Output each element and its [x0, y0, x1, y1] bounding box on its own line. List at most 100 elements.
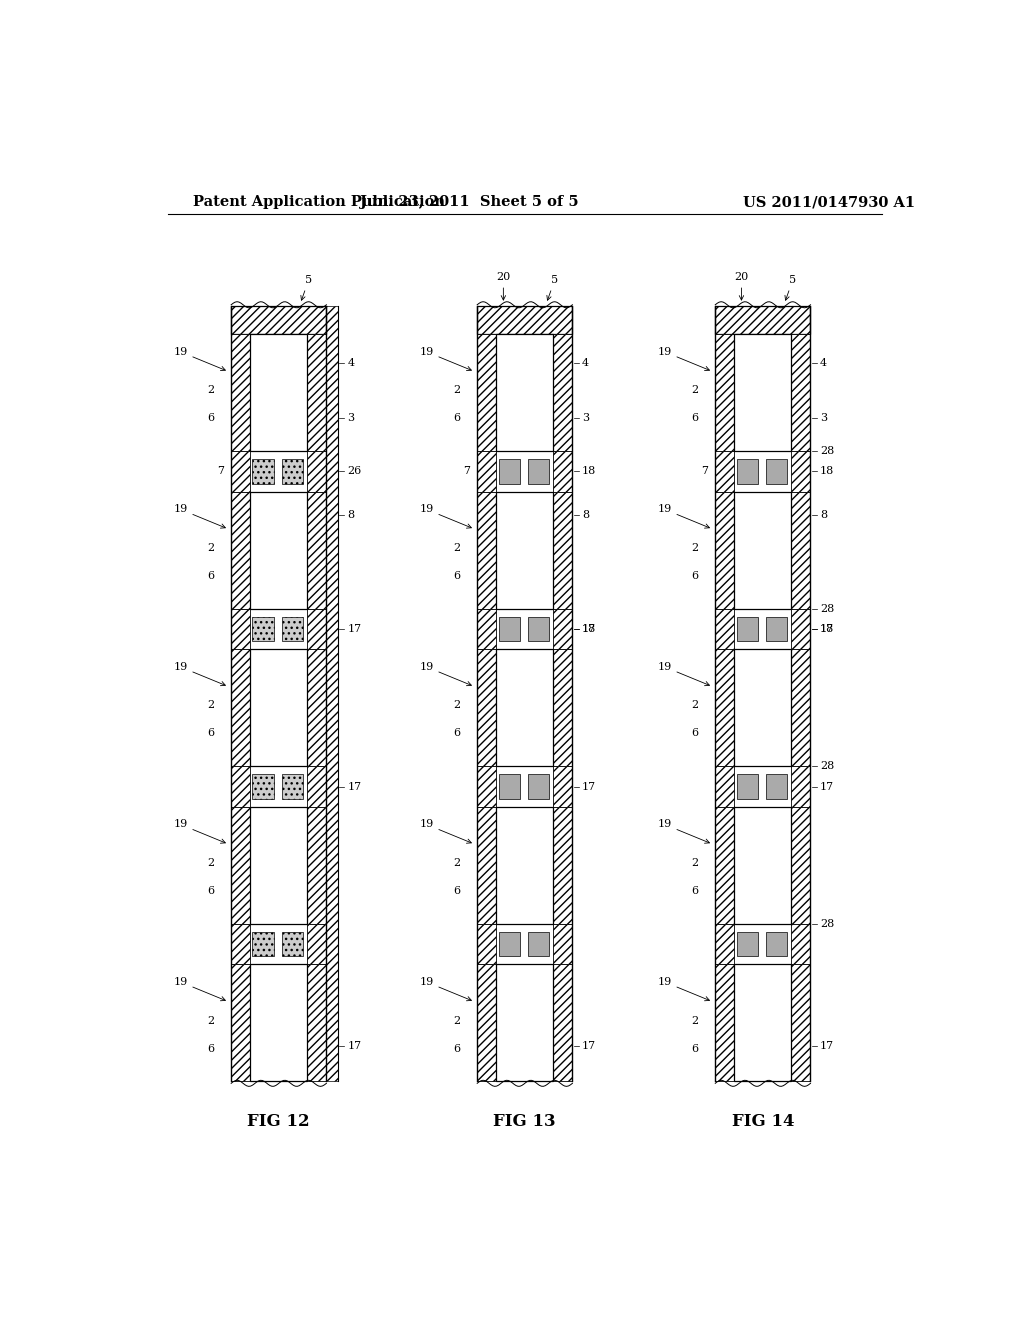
Text: 5: 5: [301, 276, 312, 300]
Bar: [792, 766, 811, 807]
Bar: [766, 775, 787, 799]
Bar: [477, 306, 572, 334]
Bar: [250, 965, 307, 1081]
Bar: [553, 924, 572, 965]
Text: 17: 17: [820, 781, 835, 792]
Text: 2: 2: [691, 1015, 698, 1026]
Text: 7: 7: [217, 466, 224, 477]
Bar: [307, 965, 327, 1081]
Text: 3: 3: [347, 413, 354, 424]
Bar: [250, 649, 307, 766]
Bar: [499, 932, 520, 956]
Bar: [792, 807, 811, 924]
Bar: [715, 924, 734, 965]
Bar: [527, 616, 549, 642]
Text: 17: 17: [820, 624, 835, 634]
Text: 7: 7: [701, 466, 708, 477]
Bar: [766, 932, 787, 956]
Text: 28: 28: [820, 919, 835, 929]
Bar: [497, 965, 553, 1081]
Bar: [497, 334, 553, 451]
Bar: [527, 932, 549, 956]
Text: 19: 19: [419, 504, 471, 528]
Text: 8: 8: [347, 510, 354, 520]
Bar: [734, 492, 792, 609]
Text: 6: 6: [691, 572, 698, 581]
Bar: [307, 492, 327, 609]
Text: 6: 6: [207, 729, 214, 738]
Text: 18: 18: [582, 466, 596, 477]
Bar: [736, 459, 759, 483]
Text: 28: 28: [820, 603, 835, 614]
Bar: [527, 775, 549, 799]
Bar: [327, 306, 338, 1081]
Text: Jun. 23, 2011  Sheet 5 of 5: Jun. 23, 2011 Sheet 5 of 5: [359, 195, 579, 209]
Text: 2: 2: [207, 701, 214, 710]
Text: 28: 28: [820, 762, 835, 771]
Bar: [715, 766, 734, 807]
Text: 7: 7: [463, 466, 470, 477]
Bar: [231, 807, 250, 924]
Bar: [715, 334, 734, 451]
Text: 26: 26: [347, 466, 361, 477]
Text: 6: 6: [691, 1044, 698, 1053]
Text: 2: 2: [454, 1015, 461, 1026]
Bar: [792, 451, 811, 492]
Bar: [499, 459, 520, 483]
Text: 19: 19: [419, 977, 471, 1001]
Bar: [231, 924, 250, 965]
Bar: [477, 807, 497, 924]
Text: 19: 19: [419, 661, 471, 685]
Bar: [477, 492, 497, 609]
Text: 8: 8: [582, 510, 589, 520]
Text: 2: 2: [454, 543, 461, 553]
Bar: [231, 649, 250, 766]
Bar: [734, 807, 792, 924]
Text: 2: 2: [454, 858, 461, 869]
Text: 5: 5: [785, 276, 797, 300]
Bar: [497, 649, 553, 766]
Text: 2: 2: [691, 858, 698, 869]
Text: 19: 19: [173, 977, 225, 1001]
Text: 3: 3: [582, 413, 589, 424]
Text: 28: 28: [820, 446, 835, 457]
Bar: [527, 459, 549, 483]
Bar: [553, 492, 572, 609]
Text: 19: 19: [173, 661, 225, 685]
Bar: [231, 492, 250, 609]
Text: 4: 4: [347, 359, 354, 368]
Bar: [282, 616, 303, 642]
Text: 6: 6: [691, 413, 698, 424]
Text: 6: 6: [691, 729, 698, 738]
Bar: [734, 649, 792, 766]
Text: 6: 6: [207, 886, 214, 896]
Bar: [736, 616, 759, 642]
Bar: [231, 451, 250, 492]
Text: 2: 2: [454, 385, 461, 396]
Text: 2: 2: [691, 701, 698, 710]
Bar: [231, 334, 250, 451]
Bar: [307, 924, 327, 965]
Bar: [792, 334, 811, 451]
Text: 19: 19: [173, 347, 225, 371]
Text: FIG 12: FIG 12: [248, 1114, 310, 1130]
Text: 18: 18: [820, 466, 835, 477]
Text: 6: 6: [691, 886, 698, 896]
Bar: [736, 775, 759, 799]
Bar: [282, 459, 303, 483]
Bar: [715, 807, 734, 924]
Text: 17: 17: [582, 1041, 596, 1051]
Bar: [282, 932, 303, 956]
Text: 19: 19: [419, 347, 471, 371]
Bar: [231, 766, 250, 807]
Bar: [715, 306, 811, 334]
Bar: [307, 609, 327, 649]
Bar: [231, 965, 250, 1081]
Text: 20: 20: [497, 272, 511, 300]
Text: 2: 2: [691, 543, 698, 553]
Text: 19: 19: [173, 820, 225, 843]
Text: 17: 17: [347, 781, 361, 792]
Bar: [497, 807, 553, 924]
Text: 17: 17: [347, 624, 361, 634]
Text: Patent Application Publication: Patent Application Publication: [194, 195, 445, 209]
